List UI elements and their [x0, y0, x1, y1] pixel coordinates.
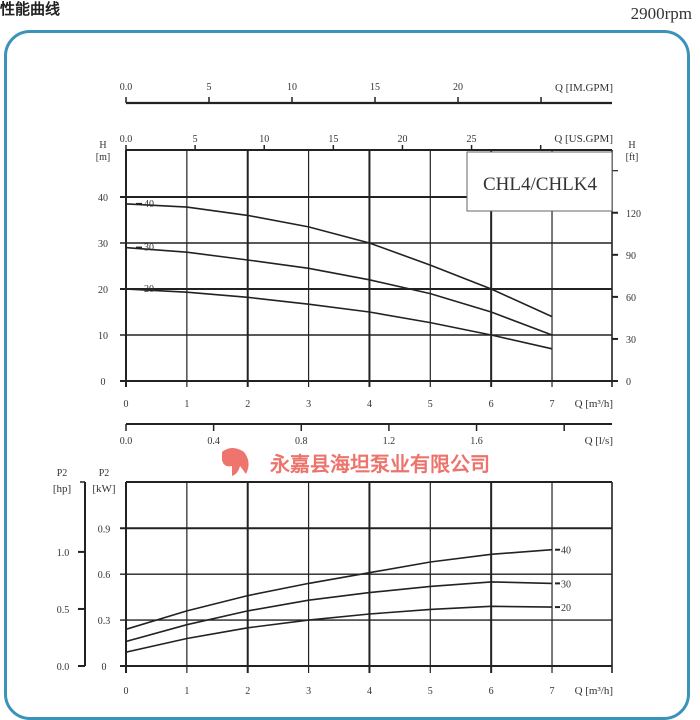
- x-tick-label: 2: [245, 399, 250, 410]
- y-axis-label-hp-symbol: P2: [57, 468, 68, 479]
- y-tick-label-m: 10: [98, 331, 108, 342]
- head-curve-n30: [125, 246, 553, 336]
- watermark-logo-icon: [222, 448, 249, 476]
- y-tick-label-m: 30: [98, 239, 108, 250]
- imgpm-tick-label: 5: [207, 82, 212, 93]
- usgpm-tick-label: 20: [397, 134, 407, 145]
- x-axis-label: Q [m³/h]: [575, 398, 613, 410]
- y-axis-label-kw-symbol: P2: [99, 468, 110, 479]
- y-tick-label-ft: 30: [626, 335, 636, 346]
- x-tick-label: 6: [489, 399, 494, 410]
- y-tick-label-m: 0: [101, 377, 106, 388]
- x-tick-label: 2: [245, 686, 250, 697]
- x-tick-label: 4: [367, 399, 372, 410]
- y-tick-label-kw: 0.9: [98, 524, 111, 535]
- x-tick-label: 7: [550, 686, 555, 697]
- x-axis-label: Q [m³/h]: [575, 685, 613, 697]
- power-curve-n40: [125, 548, 553, 631]
- y-tick-label-m: 40: [98, 193, 108, 204]
- y-axis-label-m-unit: [m]: [96, 152, 110, 163]
- imgpm-tick-label: 10: [287, 82, 297, 93]
- x-tick-label: 1: [184, 686, 189, 697]
- head-series-label: 30: [144, 243, 154, 254]
- x-tick-label: 4: [367, 686, 372, 697]
- head-curve-n20: [125, 288, 553, 350]
- y-tick-label-ft: 90: [626, 251, 636, 262]
- power-curve-n30: [125, 581, 553, 643]
- ls-tick-label: 1.2: [383, 436, 396, 447]
- ls-tick-label: 1.6: [470, 436, 483, 447]
- x-tick-label: 0: [124, 686, 129, 697]
- performance-chart: 0.0 5 10 15 20 Q [IM.GPM]0.0 5 10 15 20 25 Q [US.GP…: [53, 82, 641, 697]
- y-tick-label-kw: 0.6: [98, 570, 111, 581]
- y-axis-label-hp-unit: [hp]: [53, 483, 71, 495]
- x-tick-label: 1: [184, 399, 189, 410]
- y-axis-label-ft-symbol: H: [628, 140, 635, 151]
- x-tick-label: 7: [550, 399, 555, 410]
- x-tick-label: 5: [428, 399, 433, 410]
- power-chart: 0 0.3 0.6 0.9 0.0 0.5 1.0 P2 [hp] P2 [kW] 0 1 2 3 4 5 6 7 Q…: [53, 468, 613, 697]
- power-curve-n20: [125, 605, 553, 653]
- y-tick-label-kw: 0.3: [98, 616, 111, 627]
- usgpm-tick-label: 0.0: [120, 134, 133, 145]
- y-tick-label-hp: 1.0: [57, 548, 70, 559]
- usgpm-tick-label: 15: [328, 134, 338, 145]
- y-tick-label-hp: 0.5: [57, 605, 70, 616]
- imgpm-axis-label: Q [IM.GPM]: [555, 82, 613, 94]
- model-label: CHL4/CHLK4: [483, 174, 598, 195]
- model-label-box: [466, 151, 613, 212]
- imgpm-tick-label: 0.0: [120, 82, 133, 93]
- page-title: 性能曲线: [0, 0, 61, 18]
- y-tick-label-ft: 0: [626, 377, 631, 388]
- ls-tick-label: 0.8: [295, 436, 308, 447]
- power-series-label: 20: [561, 603, 571, 614]
- y-tick-label-ft: 120: [626, 209, 641, 220]
- x-tick-label: 5: [428, 686, 433, 697]
- y-tick-label-ft: 60: [626, 293, 636, 304]
- x-tick-label: 0: [124, 399, 129, 410]
- head-chart: 0.0 5 10 15 20 Q [IM.GPM]0.0 5 10 15 20 25 Q [US.GP…: [96, 82, 641, 410]
- flow-ls-axis: 0.0 0.4 0.8 1.2 1.6 Q [l/s]: [120, 423, 613, 447]
- usgpm-tick-label: 10: [259, 134, 269, 145]
- watermark-company: 永嘉县海坦泵业有限公司: [269, 452, 490, 476]
- power-series-label: 30: [561, 579, 571, 590]
- imgpm-tick-label: 20: [453, 82, 463, 93]
- power-series-label: 40: [561, 546, 571, 557]
- ls-tick-label: 0.0: [120, 436, 133, 447]
- head-series-label: 40: [144, 199, 154, 210]
- head-curve-n40: [125, 203, 553, 318]
- y-axis-label-ft-unit: [ft]: [626, 152, 639, 163]
- y-tick-label-hp: 0.0: [57, 662, 70, 673]
- y-tick-label-kw: 0: [102, 662, 107, 673]
- y-axis-label-m-symbol: H: [99, 140, 106, 151]
- y-tick-label-m: 20: [98, 285, 108, 296]
- ls-tick-label: 0.4: [207, 436, 220, 447]
- watermark: 永嘉县海坦泵业有限公司: [222, 448, 490, 476]
- usgpm-tick-label: 25: [467, 134, 477, 145]
- x-tick-label: 3: [306, 399, 311, 410]
- imgpm-tick-label: 15: [370, 82, 380, 93]
- usgpm-tick-label: 5: [193, 134, 198, 145]
- speed-label: 2900rpm: [630, 4, 692, 23]
- head-series-label: 20: [144, 284, 154, 295]
- x-tick-label: 6: [489, 686, 494, 697]
- y-axis-label-kw-unit: [kW]: [92, 483, 115, 495]
- ls-axis-label: Q [l/s]: [585, 435, 613, 447]
- x-tick-label: 3: [306, 686, 311, 697]
- usgpm-axis-label: Q [US.GPM]: [554, 133, 613, 145]
